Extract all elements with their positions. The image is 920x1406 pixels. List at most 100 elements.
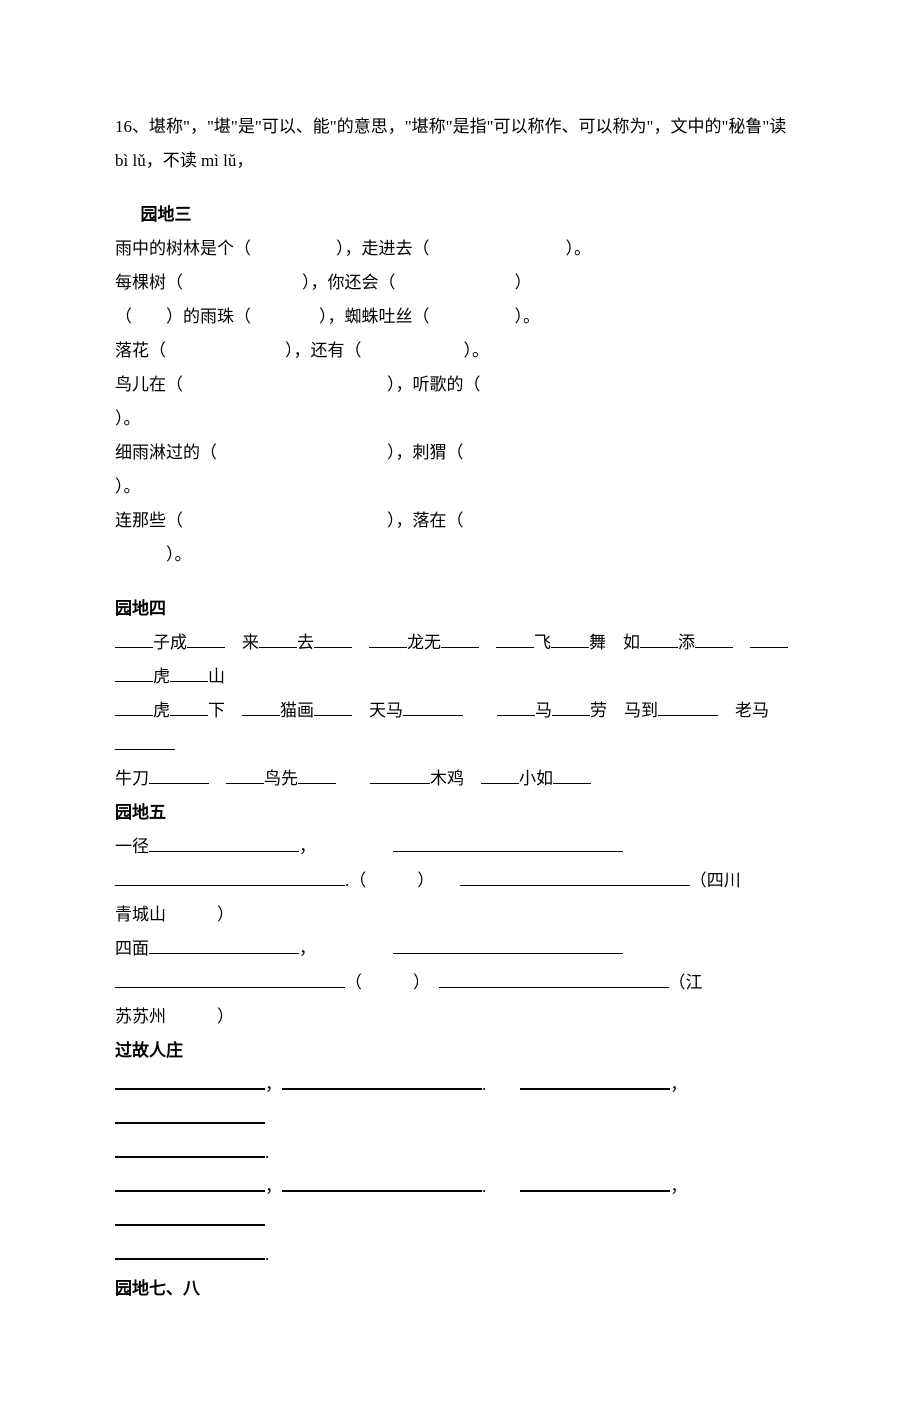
text-segment: ， xyxy=(265,1075,282,1094)
blank-blank-short xyxy=(481,767,519,784)
text-segment xyxy=(352,633,369,652)
text-segment: 四面 xyxy=(115,939,149,958)
text-segment: 龙无 xyxy=(407,633,441,652)
blank-blank-thick xyxy=(520,1072,670,1090)
text-segment: 牛刀 xyxy=(115,769,149,788)
blank-blank-xlong xyxy=(439,971,669,988)
blank-blank-short xyxy=(314,699,352,716)
text-segment: 来 xyxy=(225,633,259,652)
s3-line: 鸟儿在（ ），听歌的（ xyxy=(115,368,800,402)
text-segment: ， xyxy=(670,1075,687,1094)
blank-blank-short xyxy=(298,767,336,784)
blank-blank-short xyxy=(369,631,407,648)
blank-blank-short xyxy=(259,631,297,648)
section5-heading: 园地五 xyxy=(115,796,800,830)
text-segment: ， xyxy=(299,837,393,856)
blank-blank-short xyxy=(750,631,788,648)
text-segment: 虎 xyxy=(153,701,170,720)
text-segment: 舞 如 xyxy=(589,633,640,652)
section4-body: 子成 来去 龙无 飞舞 如添 虎山虎下 猫画 天马 马劳 马到 老马牛刀 鸟先 … xyxy=(115,626,800,796)
text-segment: 马 xyxy=(535,701,552,720)
blank-blank-thick xyxy=(115,1208,265,1226)
text-segment: 劳 马到 xyxy=(590,701,658,720)
blank-blank-short xyxy=(115,699,153,716)
blank-blank-med xyxy=(115,733,175,750)
fill-line: （ ） （江 xyxy=(115,966,800,1000)
text-segment: ， xyxy=(265,1177,282,1196)
s3-line: 连那些（ ），落在（ xyxy=(115,504,800,538)
text-segment: 添 xyxy=(678,633,695,652)
text-segment: 去 xyxy=(297,633,314,652)
worksheet-page: 16、堪称"，"堪"是"可以、能"的意思，"堪称"是指"可以称作、可以称为"，文… xyxy=(0,0,920,1406)
s3-line: ）。 xyxy=(115,470,800,504)
fill-line: 牛刀 鸟先 木鸡 小如 xyxy=(115,762,800,796)
fill-line: . xyxy=(115,1136,800,1170)
blank-blank-med xyxy=(658,699,718,716)
text-segment: 下 xyxy=(208,701,242,720)
text-segment: 苏苏州 ） xyxy=(115,1007,234,1026)
blank-blank-short xyxy=(314,631,352,648)
text-segment: 小如 xyxy=(519,769,553,788)
blank-blank-xlong xyxy=(115,971,345,988)
text-segment xyxy=(733,633,750,652)
s3-line: 细雨淋过的（ ），刺猬（ xyxy=(115,436,800,470)
fill-line: 子成 来去 龙无 飞舞 如添 xyxy=(115,626,800,660)
text-segment: （江 xyxy=(669,973,703,992)
blank-blank-short xyxy=(441,631,479,648)
blank-blank-short xyxy=(242,699,280,716)
section3-body: 雨中的树林是个（ ），走进去（ ）。 每棵树（ ），你还会（ ） （ ）的雨珠（… xyxy=(115,232,800,572)
text-segment: . xyxy=(265,1143,269,1162)
text-segment: 天马 xyxy=(352,701,403,720)
section5-body: 一径 ， .（ ） （四川青城山 ） 四面， （ ） （江苏苏州 ） xyxy=(115,830,800,1034)
s3-line: 雨中的树林是个（ ），走进去（ ）。 xyxy=(115,232,800,266)
blank-blank-thick xyxy=(115,1140,265,1158)
s3-line: ）。 xyxy=(115,402,800,436)
text-segment: 青城山 ） xyxy=(115,905,234,924)
section3-heading: 园地三 xyxy=(115,198,800,232)
blank-blank-short xyxy=(115,665,153,682)
blank-blank-short xyxy=(640,631,678,648)
blank-blank-thick-long xyxy=(282,1072,482,1090)
blank-blank-med xyxy=(370,767,430,784)
text-segment: 一径 xyxy=(115,837,149,856)
text-segment: . xyxy=(482,1177,520,1196)
blank-blank-short xyxy=(553,767,591,784)
text-segment: （四川 xyxy=(690,871,741,890)
fill-line: 四面， xyxy=(115,932,800,966)
blank-blank-thick-long xyxy=(282,1174,482,1192)
text-segment xyxy=(479,633,496,652)
blank-blank-short xyxy=(551,631,589,648)
blank-blank-xlong xyxy=(393,937,623,954)
text-segment: . xyxy=(482,1075,520,1094)
blank-blank-thick xyxy=(115,1072,265,1090)
fill-line: .（ ） （四川 xyxy=(115,864,800,898)
text-segment: 飞 xyxy=(534,633,551,652)
text-segment: （ ） xyxy=(345,973,439,992)
fill-line: ，. ， xyxy=(115,1068,800,1136)
text-segment: 山 xyxy=(208,667,225,686)
blank-blank-short xyxy=(170,665,208,682)
poem-heading: 过故人庄 xyxy=(115,1034,800,1068)
poem-body: ，. ，.，. ，. xyxy=(115,1068,800,1272)
blank-blank-thick xyxy=(115,1174,265,1192)
blank-blank-short xyxy=(187,631,225,648)
blank-blank-med xyxy=(149,767,209,784)
blank-blank-short xyxy=(496,631,534,648)
fill-line xyxy=(115,728,800,762)
text-segment xyxy=(463,701,497,720)
fill-line: 一径 ， xyxy=(115,830,800,864)
text-segment: 猫画 xyxy=(280,701,314,720)
fill-line: 虎山 xyxy=(115,660,800,694)
blank-blank-xlong xyxy=(115,869,345,886)
text-segment xyxy=(336,769,370,788)
blank-blank-xlong xyxy=(393,835,623,852)
blank-blank-xlong xyxy=(460,869,690,886)
text-segment: 老马 xyxy=(718,701,769,720)
blank-blank-short xyxy=(552,699,590,716)
blank-blank-short xyxy=(170,699,208,716)
s3-line: 落花（ ），还有（ ）。 xyxy=(115,334,800,368)
fill-line: 苏苏州 ） xyxy=(115,1000,800,1034)
s3-line: 每棵树（ ），你还会（ ） xyxy=(115,266,800,300)
text-segment: 木鸡 xyxy=(430,769,481,788)
blank-blank-thick xyxy=(115,1106,265,1124)
